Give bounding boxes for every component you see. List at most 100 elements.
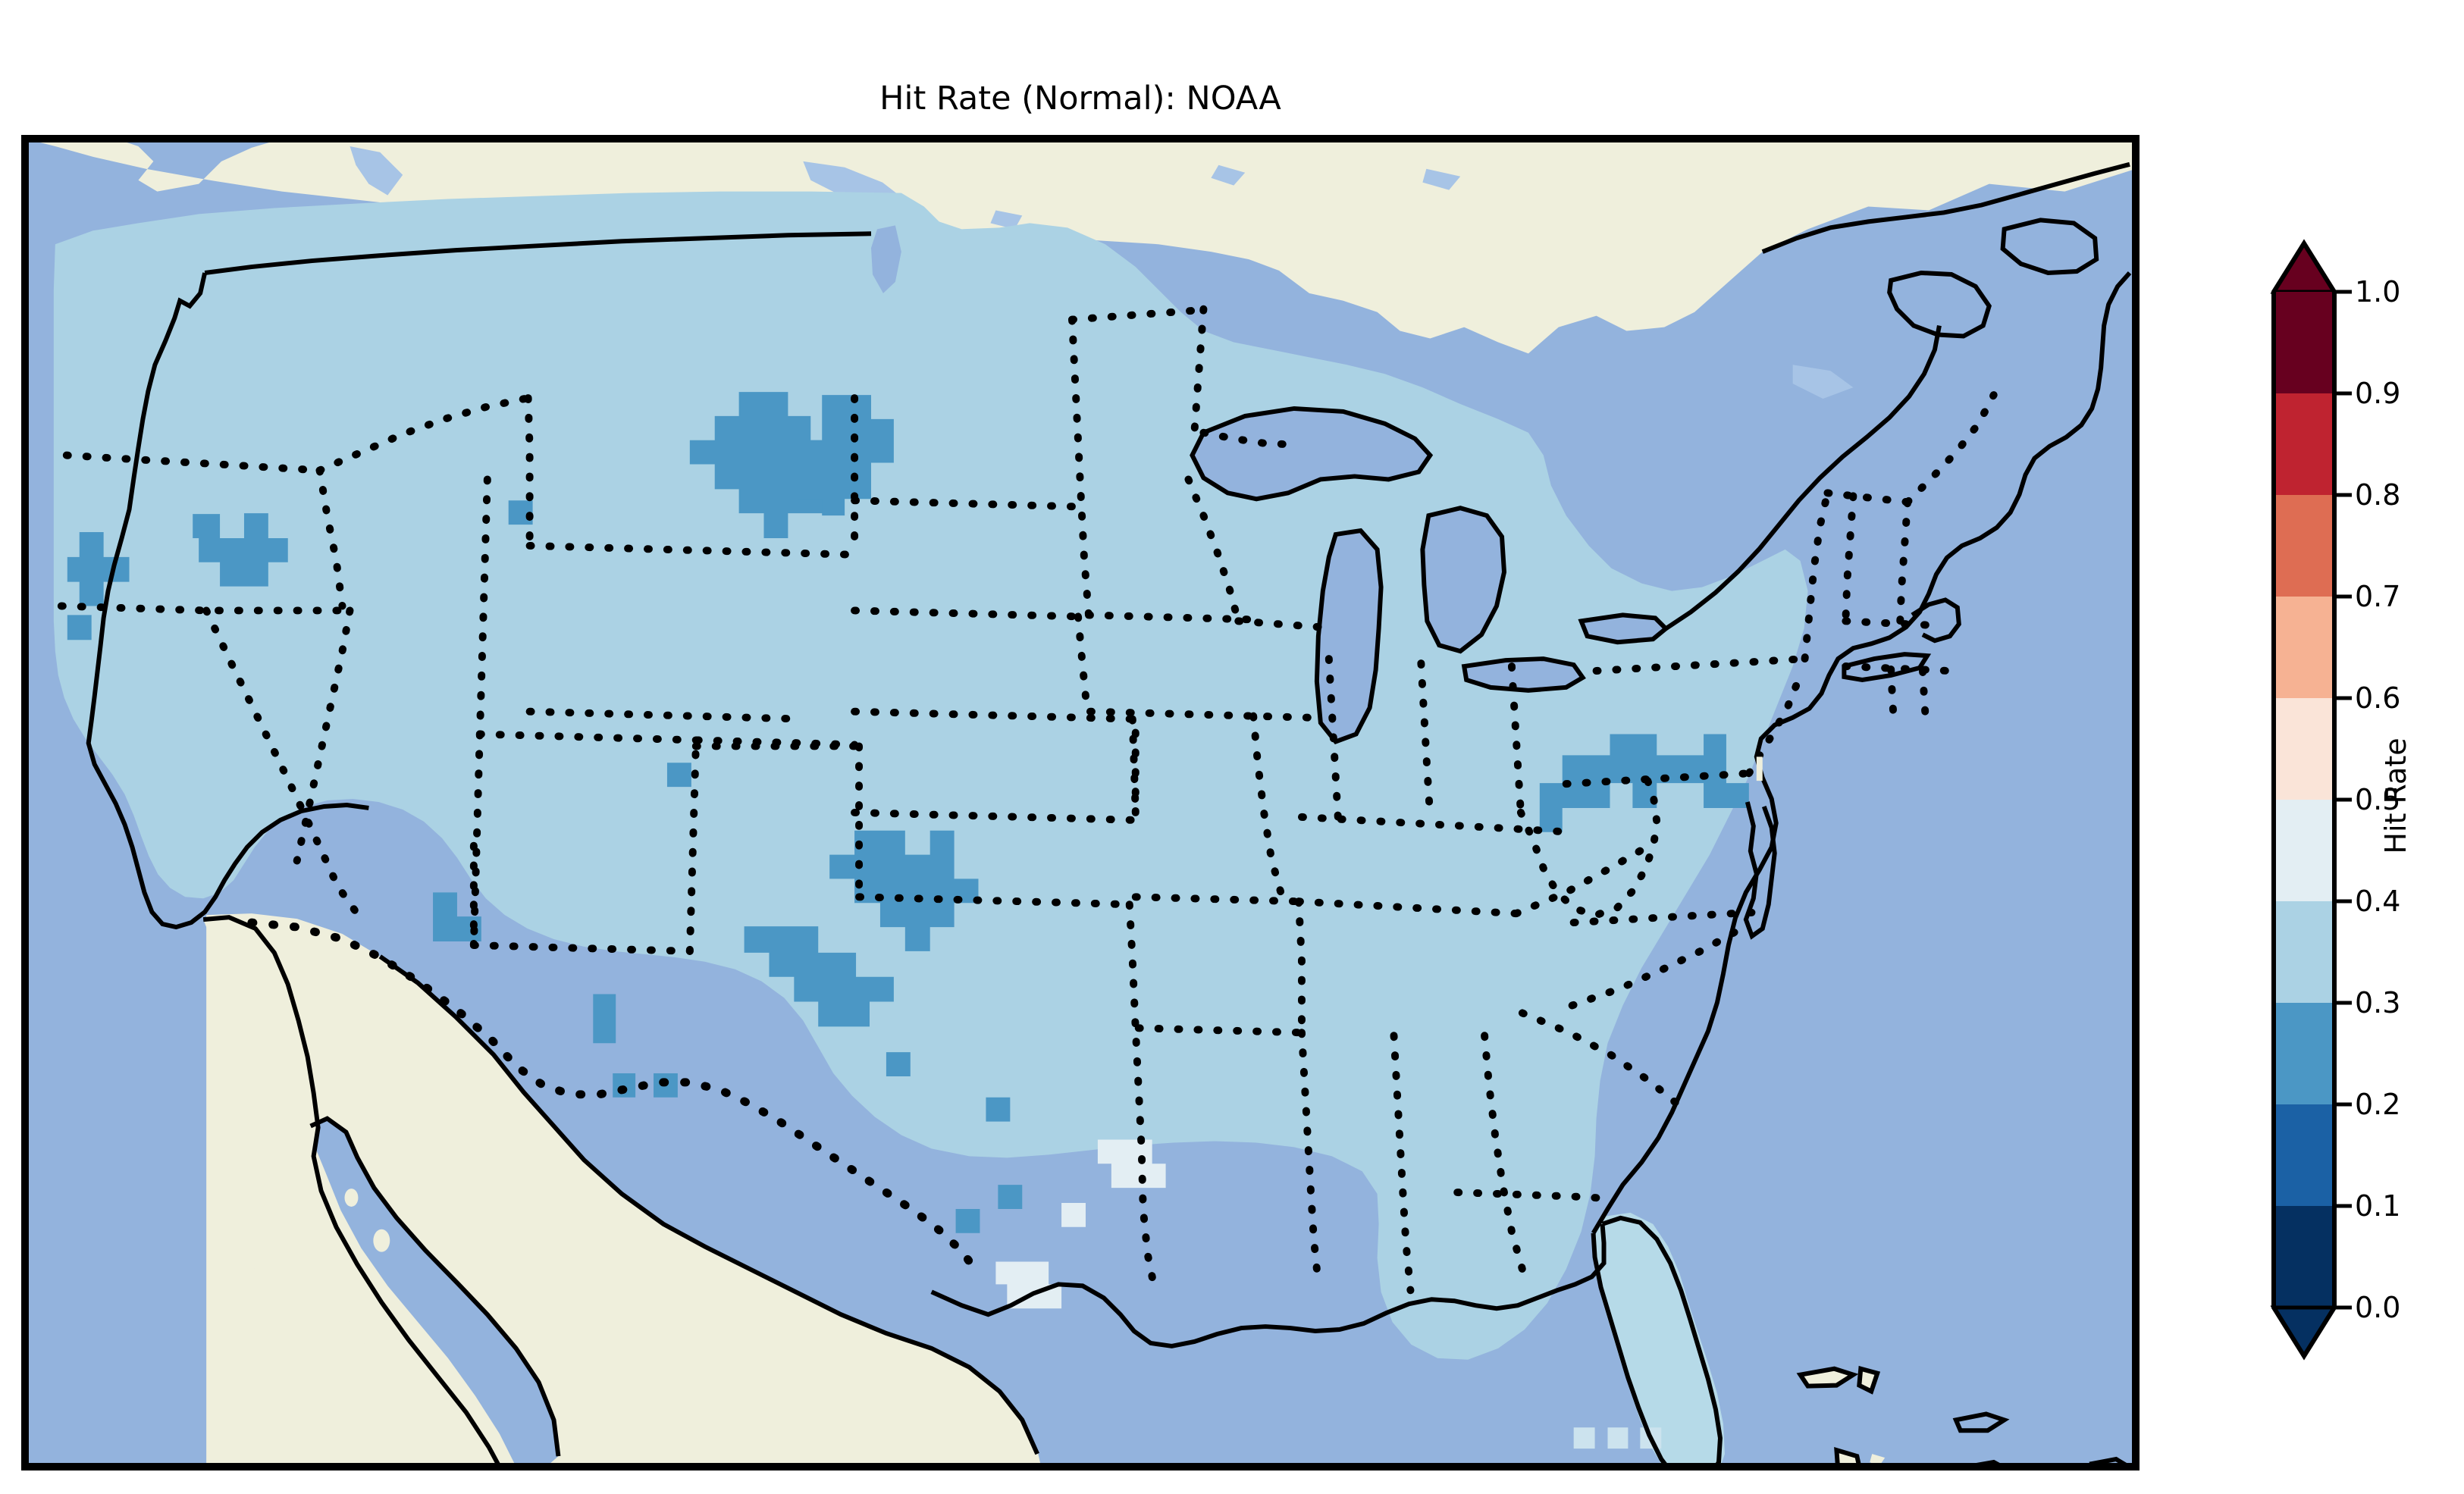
coastline-florida (1591, 1215, 1723, 1467)
data-patch-new-mexico (433, 892, 481, 941)
data-patch-idaho (199, 513, 288, 587)
colorbar-bands (2270, 239, 2338, 1361)
colorbar-band-05-06 (2274, 698, 2334, 800)
shoreline-erie (1461, 656, 1586, 693)
data-patch-florida-keys-light-1 (1573, 1427, 1595, 1449)
data-patch-south-texas-3 (886, 1052, 911, 1076)
coastline-gulf (930, 1223, 1607, 1348)
data-patch-south-texas-1 (613, 1073, 636, 1098)
lake-erie (1464, 659, 1583, 691)
coastline-bahamas-3 (1834, 1447, 1862, 1467)
coastline-cape-cod (1911, 597, 1961, 644)
colorbar-under-arrow (2270, 1305, 2338, 1360)
colorbar-tick-0-3: 0.3 (2355, 986, 2401, 1019)
data-cell-base-conus (53, 191, 1808, 1360)
coastline-bahamas-2 (1857, 1365, 1881, 1395)
gulf-of-california (310, 1118, 559, 1467)
coastline-antilles-4 (2089, 1456, 2133, 1467)
coastline-west (86, 272, 369, 930)
shoreline-ontario (1578, 612, 1669, 645)
data-patch-gulf-coast-2 (998, 1185, 1023, 1209)
colorbar-tick-0-7: 0.7 (2355, 580, 2401, 613)
map-axes[interactable] (21, 135, 2140, 1471)
colorbar-svg[interactable] (2270, 239, 2352, 1361)
data-patch-oklahoma-panhandle (744, 926, 894, 1027)
data-patch-pnw-coastal-2 (67, 615, 92, 641)
bahamas-island-3 (1836, 1450, 1860, 1467)
shoreline-huron (1420, 506, 1507, 654)
canada-water-inlet-5 (990, 210, 1023, 230)
data-patch-gulf-coast-3 (955, 1208, 980, 1233)
data-patch-west-texas (593, 994, 616, 1044)
colorbar-tick-0-5: 0.5 (2355, 783, 2401, 816)
coastline-gulf-california-east (378, 954, 1039, 1455)
colorbar-band-09-10 (2274, 292, 2334, 393)
colorbar-tick-0-1: 0.1 (2355, 1189, 2401, 1223)
coastline-newfoundland (2000, 218, 2099, 275)
colorbar-band-03-04 (2274, 901, 2334, 1003)
hit-rate-map[interactable] (25, 139, 2136, 1467)
colorbar-band-08-09 (2274, 393, 2334, 495)
lake-michigan (1316, 531, 1381, 742)
canada-landmass (25, 139, 2136, 354)
shoreline-michigan (1314, 528, 1384, 745)
canada-water-inlet-3 (1211, 164, 1246, 186)
colorbar-tick-0-4: 0.4 (2355, 885, 2401, 918)
state-borders (57, 305, 1998, 1296)
colorbar-tick-0-8: 0.8 (2355, 478, 2401, 512)
coastline-baja-east (309, 1116, 561, 1457)
data-patch-north-dakota (797, 395, 894, 516)
coastline-east (1591, 271, 2132, 1235)
data-patch-texas-light-1 (1097, 1139, 1166, 1189)
map-frame (25, 139, 2136, 1467)
colorbar-tick-0-0: 0.0 (2355, 1291, 2401, 1324)
data-patch-montana (689, 392, 855, 538)
colorbar-band-07-08 (2274, 495, 2334, 597)
colorbar-ticks (2334, 290, 2352, 1310)
colorbar-over-arrow (2270, 240, 2338, 294)
colorbar-band-00-01 (2274, 1206, 2334, 1308)
coastline-bahamas-1 (1796, 1366, 1859, 1389)
coastline-long-island (1842, 652, 1932, 682)
title-line-1: Hit Rate (Normal): NOAA (879, 80, 1281, 118)
coastline-mexico-west (202, 915, 502, 1467)
data-patch-colorado (666, 763, 691, 788)
baja-island-2 (373, 1229, 390, 1252)
lake-ontario (1581, 615, 1666, 643)
colorbar-tick-1-0: 1.0 (2355, 275, 2401, 309)
lake-huron (1422, 508, 1504, 652)
data-edge-sliver-east (1756, 756, 1763, 781)
baja-island-1 (241, 1267, 262, 1297)
data-patch-florida-keys-light-2 (1607, 1427, 1629, 1449)
colorbar-tick-0-6: 0.6 (2355, 681, 2401, 715)
colorbar-axis-label: Hit Rate (2379, 738, 2412, 854)
colorbar[interactable]: 1.0 0.9 0.8 0.7 0.6 0.5 0.4 0.3 0.2 0.1 … (2270, 239, 2400, 1361)
shoreline-superior (1190, 406, 1434, 502)
canada-water-inlet-1 (350, 146, 403, 196)
data-patch-pnw-coastal (67, 532, 130, 606)
data-patch-texas-light-3 (995, 1261, 1062, 1309)
canada-water-inlet-4 (1422, 168, 1461, 190)
data-patch-gulf-coast (986, 1097, 1011, 1122)
data-patch-kansas (829, 830, 979, 951)
colorbar-tick-0-2: 0.2 (2355, 1088, 2401, 1121)
coastline-canada-east (1761, 161, 2130, 254)
data-patch-texas-light-2 (1061, 1202, 1086, 1227)
colorbar-band-01-02 (2274, 1104, 2334, 1206)
lake-winnipeg (870, 225, 901, 293)
baja-island-3 (344, 1189, 359, 1207)
coastline-st-lawrence (1664, 325, 1942, 631)
border-us-mexico (247, 918, 983, 1278)
border-us-canada-west (204, 231, 872, 275)
coastline-maritimes (1887, 270, 1992, 339)
data-cell-florida (1591, 1212, 1725, 1467)
colorbar-band-04-05 (2274, 800, 2334, 901)
coastline-chesapeake (1743, 801, 1777, 940)
coastline-antilles-1 (1952, 1411, 2010, 1433)
colorbar-band-02-03 (2274, 1003, 2334, 1104)
colorbar-band-06-07 (2274, 597, 2334, 698)
mexico-landmass (206, 913, 1042, 1467)
colorbar-tick-0-9: 0.9 (2355, 377, 2401, 410)
data-patch-oregon (193, 514, 221, 538)
canada-water-inlet-6 (1792, 365, 1854, 399)
